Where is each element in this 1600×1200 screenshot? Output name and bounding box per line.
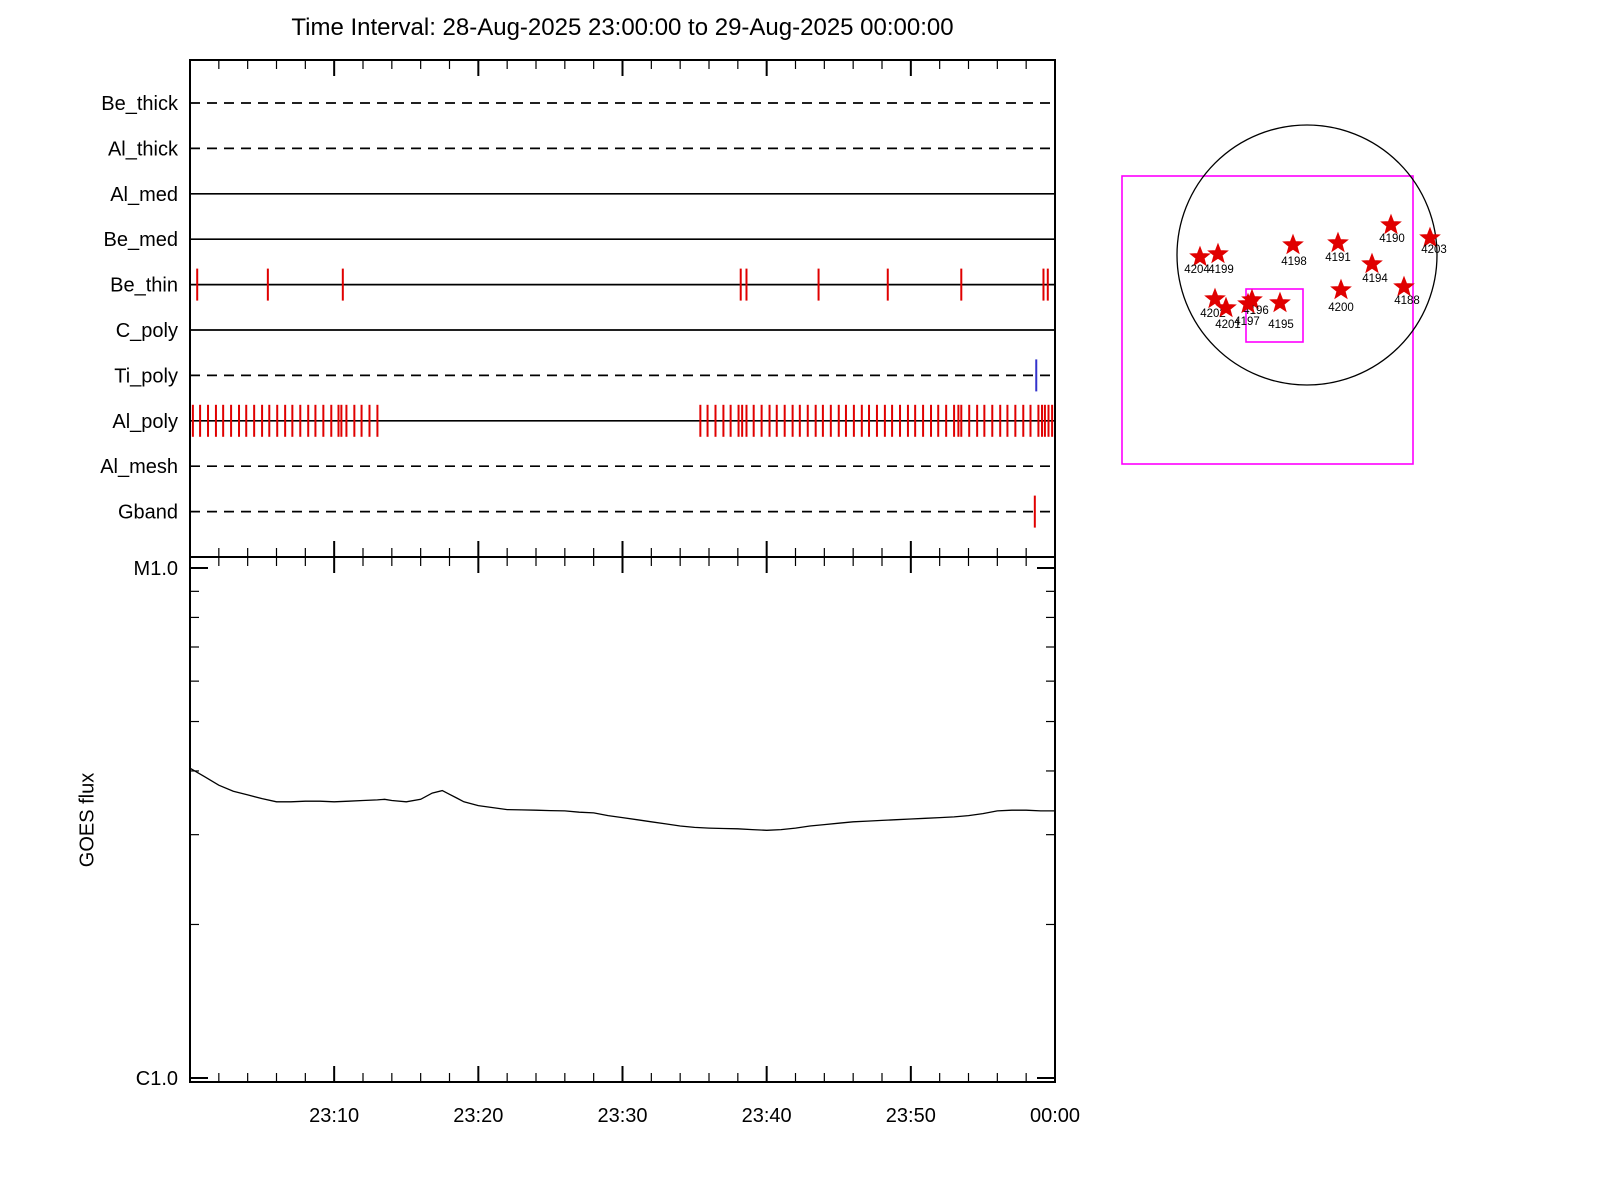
channel-label-ti_poly: Ti_poly — [114, 365, 178, 387]
goes-ylabel-bottom: C1.0 — [136, 1068, 178, 1090]
plot-title: Time Interval: 28-Aug-2025 23:00:00 to 2… — [291, 14, 954, 41]
timeline-panel-frame — [189, 59, 1056, 558]
active-region-label-4191: 4191 — [1325, 252, 1351, 264]
active-region-star-4190 — [1380, 213, 1402, 235]
active-region-star-4195 — [1269, 291, 1291, 313]
goes-flux-curve — [189, 767, 1055, 831]
channel-label-be_thick: Be_thick — [101, 93, 179, 115]
active-region-star-4200 — [1330, 278, 1352, 300]
active-region-star-4199 — [1207, 242, 1229, 264]
active-region-label-4197: 4197 — [1234, 316, 1260, 328]
active-region-label-4203: 4203 — [1421, 244, 1447, 256]
fov-box-small — [1245, 288, 1304, 343]
goes-panel-frame — [189, 556, 1056, 1083]
active-region-star-4203 — [1419, 226, 1441, 248]
channel-label-al_med: Al_med — [110, 184, 178, 206]
active-region-label-4194: 4194 — [1362, 273, 1388, 285]
active-region-label-4201: 4201 — [1215, 319, 1241, 331]
goes-xtick-label-2330: 23:30 — [597, 1105, 647, 1127]
active-region-star-4197 — [1237, 292, 1259, 314]
goes-xtick-label-2310: 23:10 — [309, 1105, 359, 1127]
goes-ylabel-top: M1.0 — [134, 558, 178, 580]
active-region-label-4204: 4204 — [1184, 264, 1210, 276]
active-region-label-4198: 4198 — [1281, 256, 1307, 268]
solar-limb-circle — [1176, 124, 1438, 386]
active-region-star-4191 — [1327, 231, 1349, 253]
channel-label-c_poly: C_poly — [116, 320, 178, 342]
channel-label-al_thick: Al_thick — [108, 138, 179, 160]
goes-xtick-label-0000: 00:00 — [1030, 1105, 1080, 1127]
active-region-star-4204 — [1189, 245, 1211, 267]
goes-flux-axis-label: GOES flux — [76, 772, 99, 868]
channel-label-be_thin: Be_thin — [110, 275, 178, 297]
active-region-label-4195: 4195 — [1268, 319, 1294, 331]
fov-box-large — [1121, 175, 1414, 465]
active-region-label-4190: 4190 — [1379, 233, 1405, 245]
active-region-star-4194 — [1361, 252, 1383, 274]
active-region-label-4200: 4200 — [1328, 302, 1354, 314]
active-region-label-4199: 4199 — [1208, 264, 1234, 276]
active-region-label-4188: 4188 — [1394, 295, 1420, 307]
active-region-star-4198 — [1282, 233, 1304, 255]
active-region-star-4188 — [1393, 275, 1415, 297]
active-region-star-4202 — [1204, 287, 1226, 309]
channel-label-al_poly: Al_poly — [112, 411, 178, 433]
channel-label-gband: Gband — [118, 502, 178, 524]
channel-label-al_mesh: Al_mesh — [100, 456, 178, 478]
goes-xtick-label-2350: 23:50 — [886, 1105, 936, 1127]
goes-xtick-label-2320: 23:20 — [453, 1105, 503, 1127]
goes-xtick-label-2340: 23:40 — [742, 1105, 792, 1127]
channel-label-be_med: Be_med — [104, 229, 179, 251]
active-region-star-4201 — [1215, 296, 1237, 318]
